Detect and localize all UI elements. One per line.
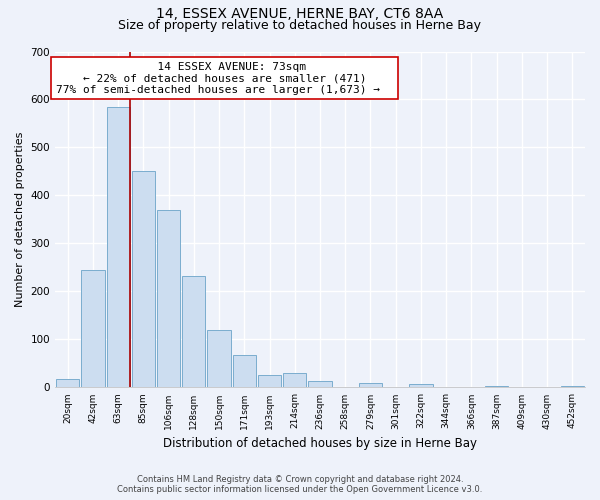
Bar: [359, 382, 382, 388]
Bar: [157, 210, 180, 388]
Bar: [258, 376, 281, 388]
Text: 14 ESSEX AVENUE: 73sqm
← 22% of detached houses are smaller (471)
77% of semi-de: 14 ESSEX AVENUE: 73sqm ← 22% of detached…: [56, 62, 394, 95]
Bar: [107, 106, 130, 388]
Bar: [233, 356, 256, 388]
Bar: [81, 270, 104, 388]
Bar: [308, 381, 332, 388]
X-axis label: Distribution of detached houses by size in Herne Bay: Distribution of detached houses by size …: [163, 437, 477, 450]
Y-axis label: Number of detached properties: Number of detached properties: [15, 132, 25, 307]
Bar: [485, 386, 508, 388]
Bar: [56, 379, 79, 388]
Bar: [182, 276, 205, 388]
Bar: [132, 172, 155, 388]
Bar: [561, 386, 584, 388]
Text: Size of property relative to detached houses in Herne Bay: Size of property relative to detached ho…: [119, 18, 482, 32]
Bar: [283, 373, 307, 388]
Text: Contains HM Land Registry data © Crown copyright and database right 2024.
Contai: Contains HM Land Registry data © Crown c…: [118, 474, 482, 494]
Bar: [409, 384, 433, 388]
Text: 14, ESSEX AVENUE, HERNE BAY, CT6 8AA: 14, ESSEX AVENUE, HERNE BAY, CT6 8AA: [157, 8, 443, 22]
Bar: [208, 330, 230, 388]
